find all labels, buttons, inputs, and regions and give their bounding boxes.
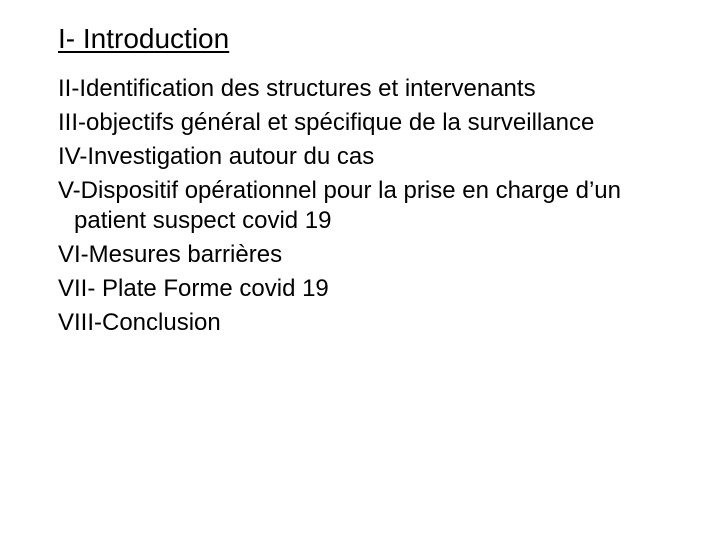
outline-item: III-objectifs général et spécifique de l… [58,108,680,138]
outline-item: IV-Investigation autour du cas [58,142,680,172]
outline-item: VIII-Conclusion [58,308,680,338]
slide-heading: I- Introduction [58,22,680,56]
outline-item: VI-Mesures barrières [58,240,680,270]
outline-item: VII- Plate Forme covid 19 [58,274,680,304]
outline-item: V-Dispositif opérationnel pour la prise … [58,176,680,236]
slide-container: I- Introduction II-Identification des st… [0,0,720,540]
outline-item: II-Identification des structures et inte… [58,74,680,104]
